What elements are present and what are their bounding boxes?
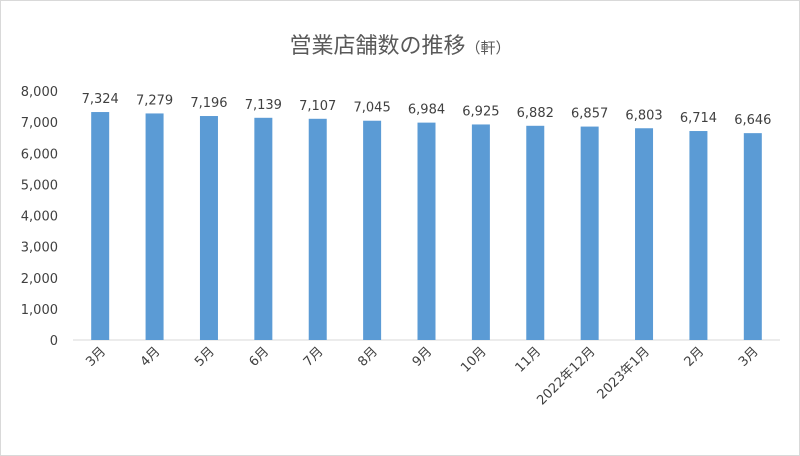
data-label: 7,045: [354, 101, 391, 116]
y-tick-label: 2,000: [21, 272, 58, 287]
x-tick-label: 2022年12月: [534, 344, 598, 408]
y-tick-label: 3,000: [21, 241, 58, 256]
data-labels: 7,324 7,279 7,196 7,139 7,107 7,045 6,984 6,925…: [82, 92, 772, 128]
bar: [91, 112, 110, 340]
y-axis: 0 1,000 2,000 3,000 4,000 5,000 6,000 7,000 8,00…: [21, 85, 58, 349]
x-tick-label: 2023年1月: [595, 344, 653, 402]
bar: [526, 125, 545, 340]
data-label: 6,803: [625, 108, 662, 123]
bar: [363, 120, 382, 341]
data-label: 6,646: [734, 113, 771, 128]
y-tick-label: 0: [50, 334, 58, 349]
x-tick-label: 9月: [410, 344, 436, 370]
y-tick-label: 7,000: [21, 116, 58, 131]
data-label: 6,984: [408, 103, 445, 118]
bar: [689, 131, 708, 340]
x-tick-label: 8月: [355, 344, 381, 370]
chart-title-unit: （軒）: [466, 39, 511, 57]
x-tick-label: 6月: [247, 344, 273, 370]
bar: [580, 126, 599, 341]
data-label: 6,882: [517, 106, 554, 121]
y-tick-label: 5,000: [21, 178, 58, 193]
x-tick-label: 5月: [192, 344, 218, 370]
data-label: 7,139: [245, 98, 282, 113]
x-tick-label: 4月: [138, 344, 164, 370]
x-tick-label: 3月: [736, 344, 762, 370]
y-tick-label: 1,000: [21, 303, 58, 318]
bar: [199, 116, 218, 340]
data-label: 7,279: [136, 93, 173, 108]
bar: [417, 122, 436, 340]
y-tick-label: 6,000: [21, 147, 58, 162]
bar: [308, 118, 327, 341]
x-tick-label: 11月: [513, 344, 544, 375]
data-label: 6,857: [571, 107, 608, 122]
bar: [635, 128, 654, 340]
x-tick-label: 2月: [682, 344, 708, 370]
data-label: 7,324: [82, 92, 119, 107]
bars: [91, 112, 762, 341]
bar: [254, 117, 273, 341]
data-label: 6,714: [680, 111, 717, 126]
data-label: 7,107: [299, 99, 336, 114]
bar: [145, 113, 164, 340]
x-tick-label: 7月: [301, 344, 327, 370]
bar: [743, 133, 762, 340]
data-label: 6,925: [462, 104, 499, 119]
chart-title: 営業店舗数の推移（軒）: [289, 34, 510, 59]
x-tick-label: 3月: [83, 344, 109, 370]
data-label: 7,196: [190, 96, 227, 111]
y-tick-label: 8,000: [21, 85, 58, 100]
x-tick-label: 10月: [458, 344, 489, 375]
bar: [471, 124, 490, 340]
y-tick-label: 4,000: [21, 210, 58, 225]
